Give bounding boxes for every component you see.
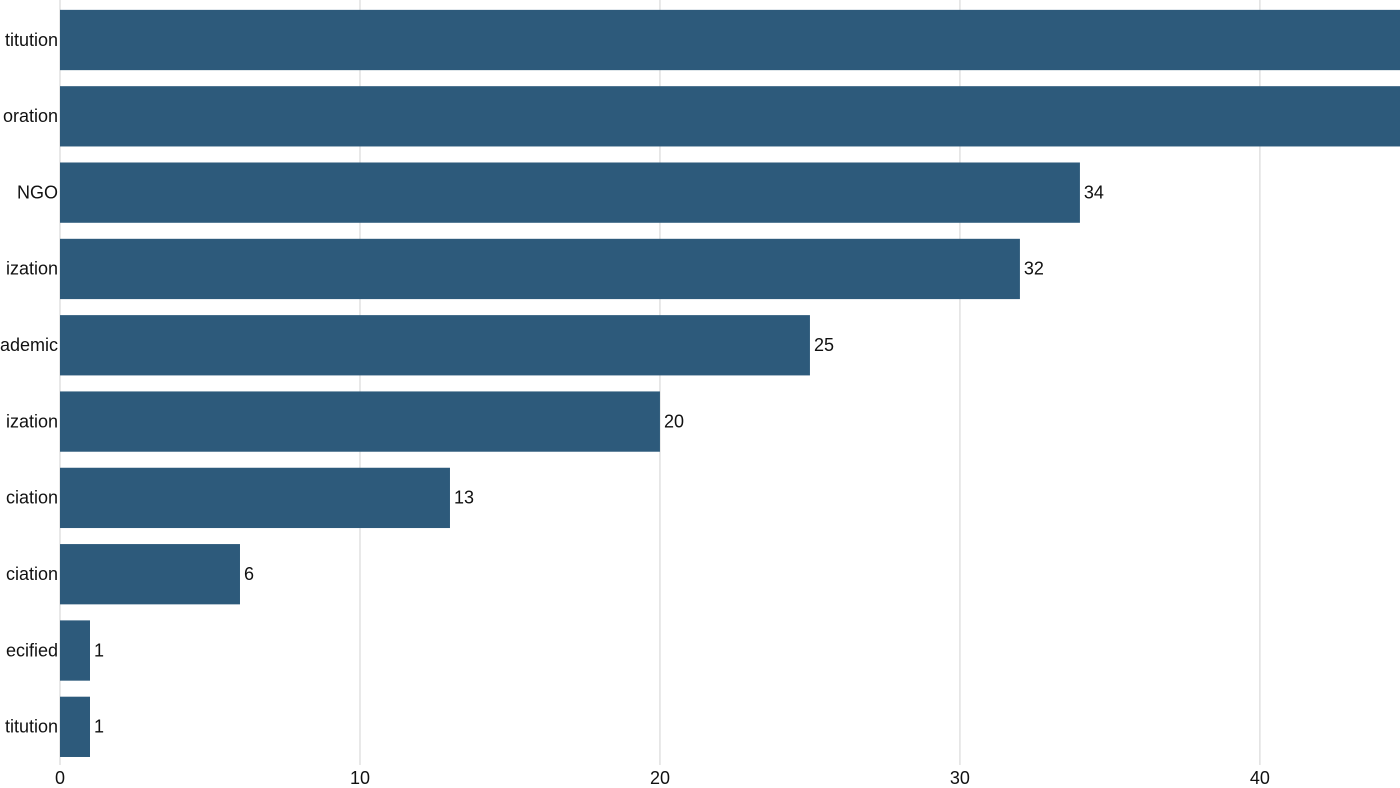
x-tick-label: 0 [55,768,65,788]
data-label: 25 [814,335,834,355]
y-tick-label: oration [3,106,58,126]
bar [60,315,810,376]
data-label: 34 [1084,182,1104,202]
bar [60,162,1080,223]
bar [60,467,450,529]
y-tick-label: ecified [6,640,58,660]
bar [60,620,90,681]
y-tick-label: ization [6,411,58,431]
bar [60,696,90,757]
x-tick-label: 40 [1250,768,1270,788]
bar [60,544,240,605]
data-label: 32 [1024,259,1044,279]
y-tick-label: ization [6,259,58,279]
x-tick-label: 30 [950,768,970,788]
bar [60,86,1400,147]
data-label: 20 [664,411,684,431]
data-label: 6 [244,564,254,584]
bar [60,9,1400,71]
data-label: 1 [94,717,104,737]
x-tick-label: 20 [650,768,670,788]
y-tick-label: NGO [17,182,58,202]
y-tick-label: titution [5,30,58,50]
bar [60,391,660,452]
y-tick-label: titution [5,717,58,737]
y-tick-label: ciation [6,564,58,584]
data-label: 1 [94,640,104,660]
bar [60,238,1020,300]
data-label: 13 [454,488,474,508]
y-tick-label: ciation [6,488,58,508]
x-tick-label: 10 [350,768,370,788]
y-tick-label: ademic [0,335,58,355]
